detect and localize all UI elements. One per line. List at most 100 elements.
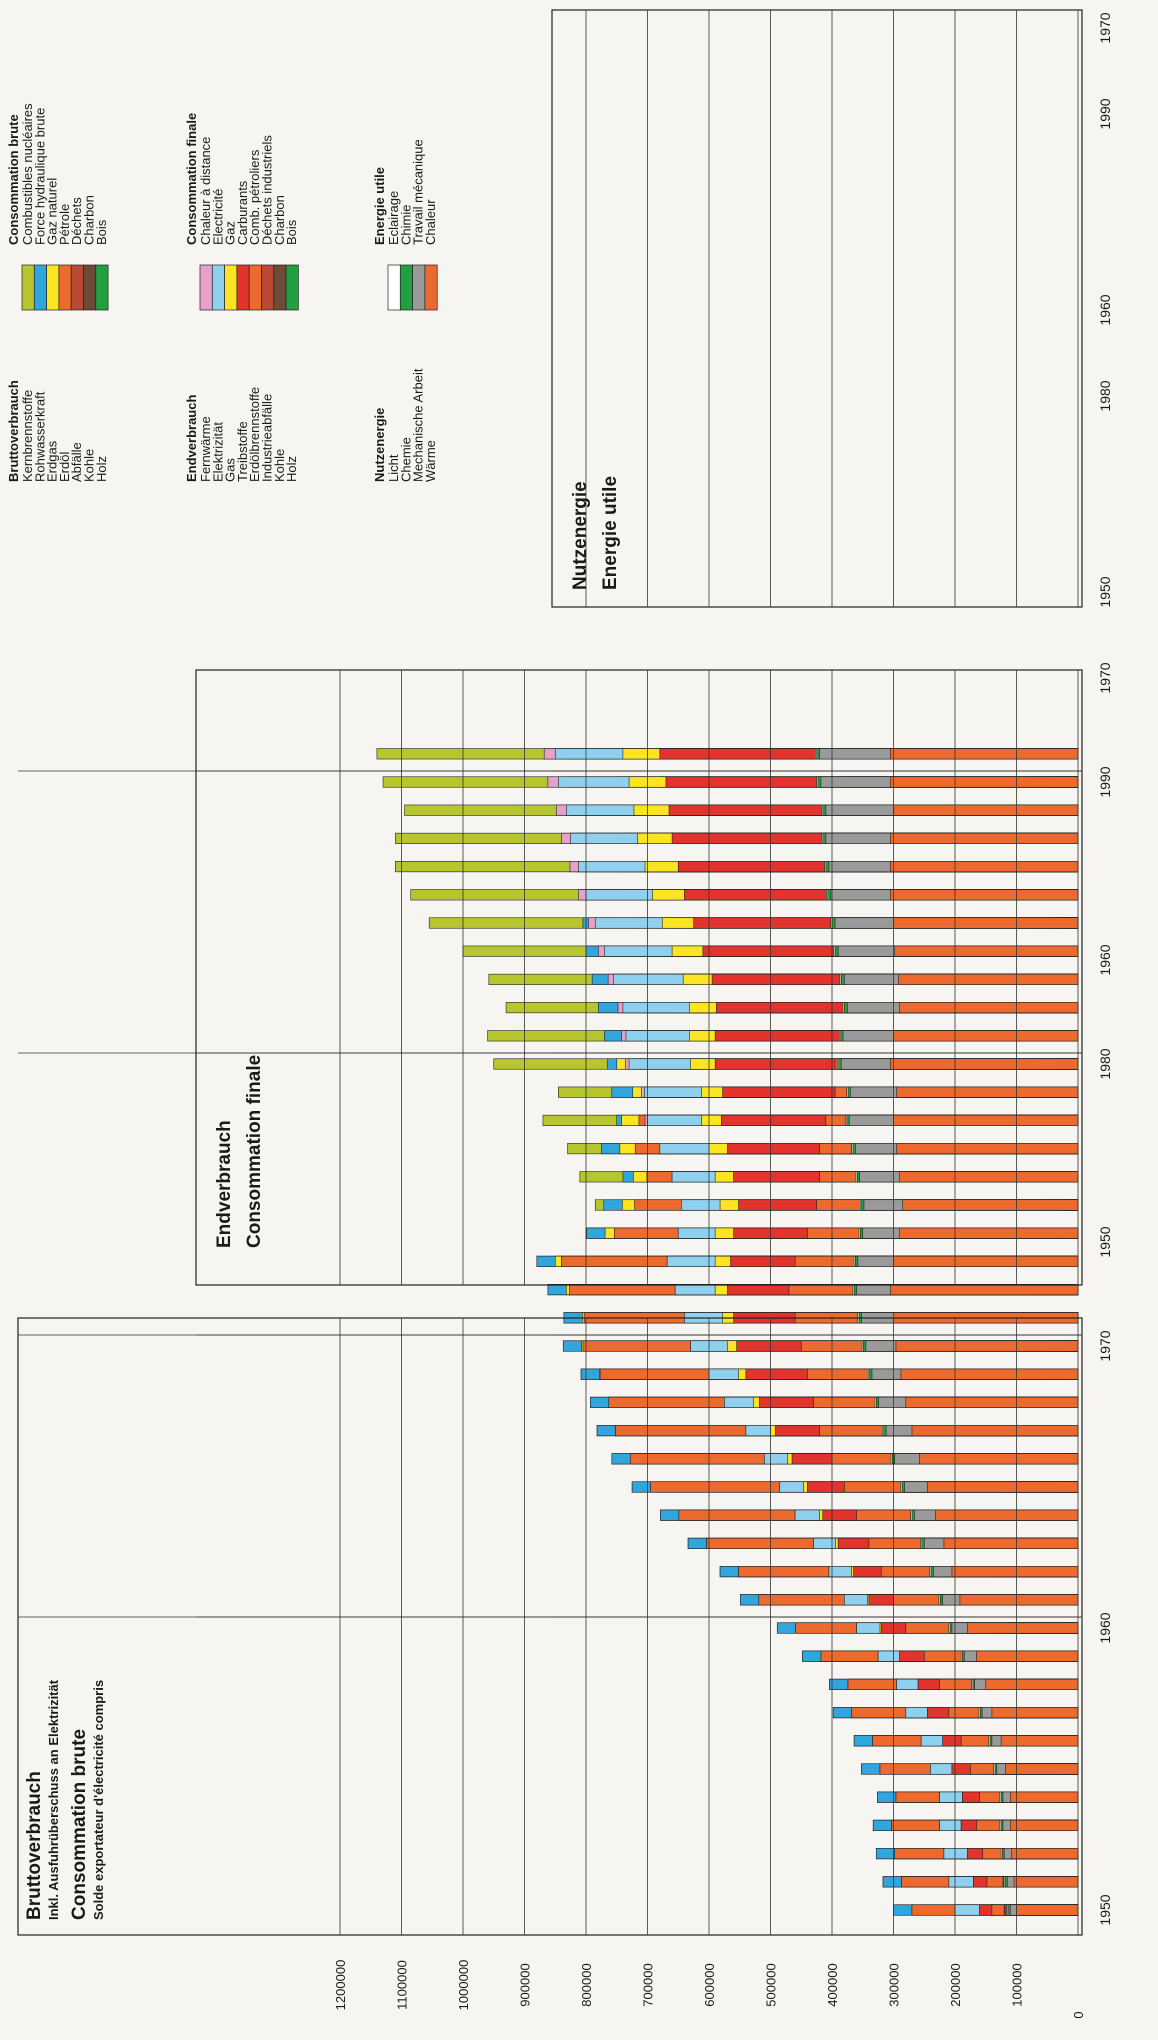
brutto-year-tick: 1990: [1097, 766, 1113, 797]
legend-swatch-treibstoffe: [236, 264, 250, 311]
legend-label-fr: Combustibles nucléaires: [20, 103, 35, 245]
legend-label-fr: Carburants: [235, 180, 250, 245]
nutz-bar-wärme-1952: [1011, 1848, 1079, 1860]
value-tick-label: 300000: [887, 1963, 902, 2006]
legend-title-fr: Consommation finale: [184, 113, 199, 245]
legend-title-fr: Energie utile: [372, 167, 387, 245]
legend-layer: Bruttoverbrauch Consommation brute Kernbre…: [6, 103, 438, 482]
legend-swatch-rohwasserkraft: [33, 264, 47, 311]
brutto-title-de: Bruttoverbrauch: [24, 1771, 45, 1920]
nutz-bar-wärme-1960: [966, 1622, 1079, 1634]
legend-label-fr: Charbon: [82, 195, 97, 245]
brutto-year-tick: 1960: [1097, 1612, 1113, 1643]
legend-label-de: Rohwasserkraft: [32, 391, 47, 482]
legend-label-de: Holz: [284, 456, 299, 482]
legend-label-de: Holz: [94, 456, 109, 482]
value-tick-label: 400000: [825, 1963, 840, 2006]
nutz-bar-wärme-1970: [895, 1340, 1079, 1352]
nutz-bar-wärme-1991: [890, 748, 1079, 760]
nutz-bar-wärme-1963: [943, 1537, 1079, 1549]
end-title-fr: Consommation finale: [244, 1055, 265, 1248]
nutz-year-tick: 1970: [1097, 12, 1113, 43]
brutto-year-tick: 1950: [1097, 1894, 1113, 1925]
nutz-bar-wärme-1968: [905, 1396, 1079, 1408]
legend-label-fr: Eclairage: [386, 191, 401, 245]
nutz-bar-wärme-1956: [1000, 1735, 1079, 1747]
end-year-tick: 1970: [1097, 662, 1113, 693]
legend-label-fr: Déchets: [69, 197, 84, 245]
value-tick-label: 900000: [518, 1963, 533, 2006]
nutz-bar-wärme-1969: [900, 1368, 1079, 1380]
value-tick-label: 200000: [948, 1963, 963, 2006]
legend-label-de: Licht: [386, 454, 401, 482]
legend-swatch-kernbrennstoffe: [21, 264, 35, 311]
nutz-bar-wärme-1982: [899, 1002, 1079, 1014]
legend-label-de: Wärme: [423, 440, 438, 482]
brutto-year-tick: 1980: [1097, 1048, 1113, 1079]
panel-layer: [376, 748, 1079, 1916]
legend-title-de: Bruttoverbrauch: [6, 380, 21, 482]
legend-label-de: Fernwärme: [198, 416, 213, 482]
legend-brutto: Bruttoverbrauch Consommation brute Kernbre…: [6, 103, 109, 482]
value-tick-label: 0: [1071, 2011, 1086, 2018]
nutz-year-tick: 1950: [1097, 576, 1113, 607]
legend-label-fr: Electricité: [210, 189, 225, 245]
nutz-bar-wärme-1966: [919, 1453, 1079, 1465]
nutz-bar-wärme-1958: [985, 1678, 1079, 1690]
legend-label-de: Kohle: [82, 449, 97, 482]
nutz-bar-wärme-1953: [1010, 1819, 1079, 1831]
legend-label-de: Treibstoffe: [235, 421, 250, 482]
nutz-bar-wärme-1977: [896, 1143, 1079, 1155]
legend-swatch-licht: [387, 264, 401, 311]
legend-label-de: Chemie: [398, 437, 413, 482]
end-year-tick: 1990: [1097, 98, 1113, 129]
brutto-title-fr: Consommation brute: [69, 1729, 90, 1920]
legend-label-de: Mechanische Arbeit: [411, 368, 426, 482]
legend-swatch-holz: [285, 264, 299, 311]
legend-swatch-gas: [224, 264, 238, 311]
nutz-title-block: Nutzenergie Energie utile: [570, 476, 621, 590]
legend-label-de: Erdöl: [57, 452, 72, 482]
nutz-bar-wärme-1961: [959, 1594, 1079, 1606]
legend-label-de: Abfälle: [69, 442, 84, 482]
brutto-year-tick: 1970: [1097, 1330, 1113, 1361]
end-title-block: Endverbrauch Consommation finale: [214, 1055, 265, 1248]
value-tick-label: 1200000: [333, 1960, 348, 2011]
legend-swatch-wärme: [424, 264, 438, 311]
value-tick-label: 1000000: [456, 1960, 471, 2011]
legend-end: Endverbrauch Consommation finale Fernwärme…: [184, 113, 299, 482]
end-year-tick: 1980: [1097, 380, 1113, 411]
nutz-bar-wärme-1984: [894, 945, 1079, 957]
nutz-bar-wärme-1972: [890, 1284, 1079, 1296]
nutz-bar-wärme-1976: [899, 1171, 1079, 1183]
nutz-bar-wärme-1954: [1010, 1791, 1079, 1803]
value-tick-label: 800000: [579, 1963, 594, 2006]
legend-swatch-fernwärme: [199, 264, 213, 311]
nutz-bar-wärme-1973: [893, 1255, 1079, 1267]
nutz-bar-wärme-1950: [1016, 1904, 1079, 1916]
legend-label-fr: Comb. pétroliers: [247, 149, 262, 245]
value-tick-label: 600000: [702, 1963, 717, 2006]
legend-label-fr: Chaleur à distance: [198, 137, 213, 245]
legend-swatch-chemie: [399, 264, 413, 311]
legend-label-de: Industrieabfälle: [260, 394, 275, 482]
nutz-bar-wärme-1988: [890, 832, 1079, 844]
nutz-bar-wärme-1983: [898, 973, 1079, 985]
legend-swatch-industrieabfälle: [261, 264, 275, 311]
nutz-bar-wärme-1979: [896, 1086, 1079, 1098]
end-year-tick: 1950: [1097, 1226, 1113, 1257]
legend-swatch-elektrizität: [211, 264, 225, 311]
nutz-bar-wärme-1965: [927, 1481, 1079, 1493]
brutto-panel-frame: [17, 770, 1083, 1936]
legend-swatch-mechanische-arbeit: [412, 264, 426, 311]
legend-label-de: Erdölbrennstoffe: [247, 387, 262, 482]
end-title-de: Endverbrauch: [214, 1120, 235, 1248]
brutto-subtitle-fr: Solde exportateur d'électricité compris: [91, 1680, 106, 1920]
legend-swatch-abfälle: [70, 264, 84, 311]
legend-label-de: Kohle: [272, 449, 287, 482]
legend-swatch-holz: [95, 264, 109, 311]
nutz-title-de: Nutzenergie: [570, 481, 591, 590]
legend-title-fr: Consommation brute: [6, 114, 21, 245]
legend-label-fr: Charbon: [272, 195, 287, 245]
